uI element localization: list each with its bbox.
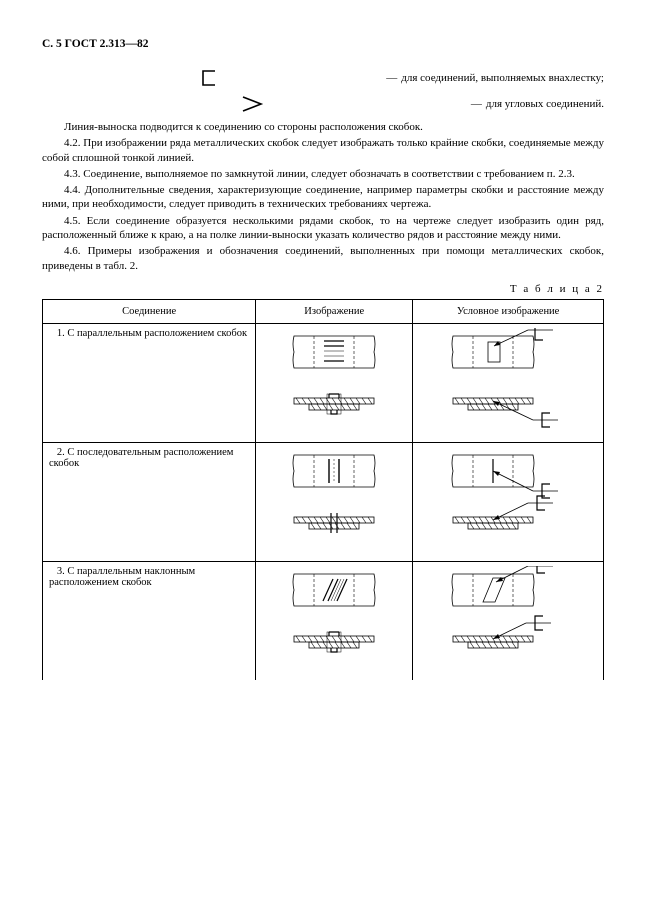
dash: — [386, 72, 397, 84]
symbol-desc-1: для соединений, выполняемых внахлестку; [401, 72, 604, 84]
para-1: Линия-выноска подводится к соединению со… [42, 120, 604, 134]
row1-conditional [413, 323, 604, 442]
drawing-sequential-image [279, 447, 389, 557]
drawing-inclined-cond [438, 566, 578, 676]
para-2: 4.2. При изображении ряда металлических … [42, 136, 604, 165]
para-4: 4.4. Дополнительные сведения, характериз… [42, 183, 604, 212]
row2-conditional [413, 442, 604, 561]
bracket-angle-icon [237, 94, 271, 114]
drawing-inclined-image [279, 566, 389, 676]
page-header: С. 5 ГОСТ 2.313—82 [42, 38, 604, 50]
para-3: 4.3. Соединение, выполняемое по замкнуто… [42, 167, 604, 181]
table-label: Т а б л и ц а 2 [42, 283, 604, 295]
drawing-parallel-image [279, 328, 389, 438]
table-row: 2. С последовательным расположением скоб… [43, 442, 604, 561]
examples-table: Соединение Изображение Условное изображе… [42, 299, 604, 680]
para-6: 4.6. Примеры изображения и обозначения с… [42, 244, 604, 273]
th-image: Изображение [256, 299, 413, 323]
th-connection: Соединение [43, 299, 256, 323]
symbol-desc-2: для угловых соединений. [486, 98, 604, 110]
table-row: 3. С параллельным наклонным расположение… [43, 561, 604, 680]
table-header-row: Соединение Изображение Условное изображе… [43, 299, 604, 323]
row2-desc: 2. С последовательным расположением скоб… [43, 442, 256, 561]
dash: — [471, 98, 482, 110]
drawing-sequential-cond [438, 447, 578, 557]
row2-image [256, 442, 413, 561]
row3-conditional [413, 561, 604, 680]
th-conditional: Условное изображение [413, 299, 604, 323]
drawing-parallel-cond [438, 328, 578, 438]
symbol-row-angle: — для угловых соединений. [42, 94, 604, 114]
row3-image [256, 561, 413, 680]
body-text: Линия-выноска подводится к соединению со… [42, 120, 604, 273]
row1-image [256, 323, 413, 442]
row1-desc: 1. С параллельным расположением скобок [43, 323, 256, 442]
table-row: 1. С параллельным расположением скобок [43, 323, 604, 442]
row3-desc: 3. С параллельным наклонным расположение… [43, 561, 256, 680]
para-5: 4.5. Если соединение образуется нескольк… [42, 214, 604, 243]
symbol-row-overlap: — для соединений, выполняемых внахлестку… [42, 68, 604, 88]
bracket-overlap-icon [195, 68, 229, 88]
